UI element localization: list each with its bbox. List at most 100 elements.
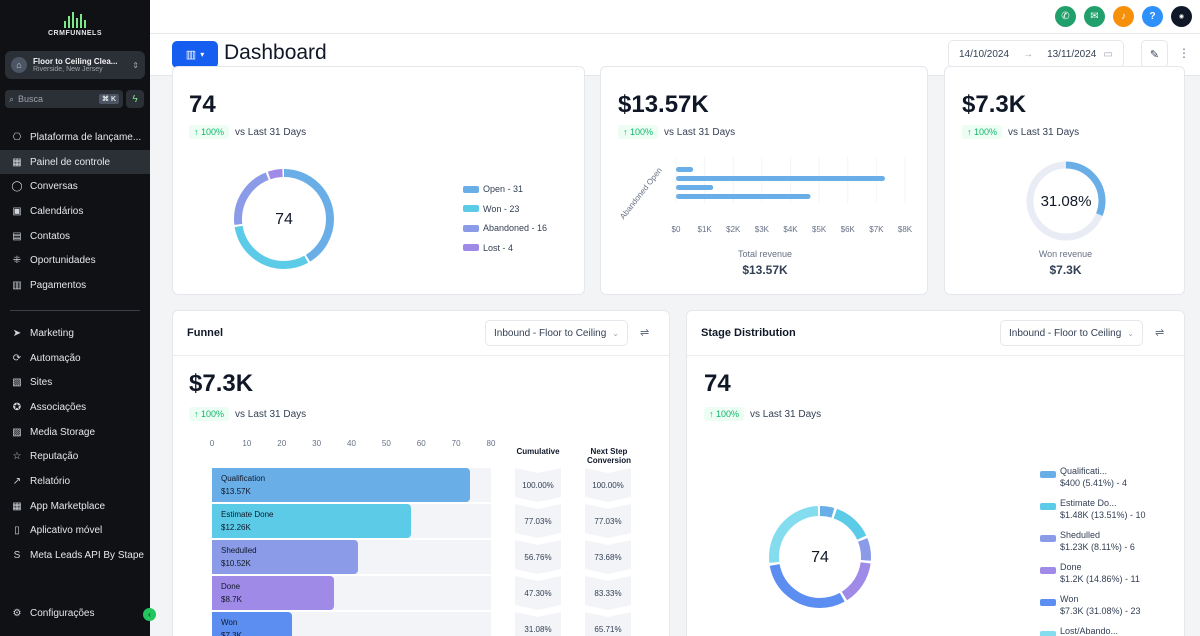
revenue-bar-chart: Abandoned Open $0 $1K $2K $3K $4K $5K $6K $7K $8… xyxy=(618,157,913,234)
donut-segment[interactable] xyxy=(234,169,334,269)
legend-item[interactable]: Estimate Do... $1.48K (13.51%) - 10 xyxy=(1040,497,1146,522)
megaphone-icon[interactable]: ✉ xyxy=(1084,6,1105,27)
legend-item[interactable]: Shedulled $1.23K (8.11%) - 6 xyxy=(1040,529,1146,554)
x-tick-label: $1K xyxy=(698,225,713,234)
pencil-icon: ✎ xyxy=(1149,48,1160,61)
sidebar-item-rocket[interactable]: ⎔ Plataforma de lançame... xyxy=(0,125,150,150)
sidebar-item-media[interactable]: ▨ Media Storage xyxy=(0,420,150,445)
legend-item[interactable]: Won - 23 xyxy=(463,204,547,214)
help-icon[interactable]: ? xyxy=(1142,6,1163,27)
revenue-bar[interactable] xyxy=(676,194,811,199)
phone-icon[interactable]: ✆ xyxy=(1055,6,1076,27)
donut-segment[interactable] xyxy=(769,506,871,608)
logo-mark xyxy=(42,12,108,28)
x-tick-label: $4K xyxy=(783,225,798,234)
funnel-bar[interactable]: Won $7.3K xyxy=(212,612,293,636)
sidebar-item-label: Meta Leads API By Stape xyxy=(30,550,144,562)
search-input[interactable]: ⌕ Busca ⌘ K xyxy=(5,90,123,108)
sidebar-item-memberships[interactable]: ✪ Associações xyxy=(0,395,150,420)
stape-icon: S xyxy=(13,550,21,562)
donut-segment[interactable] xyxy=(769,506,871,608)
donut-segment[interactable] xyxy=(234,169,334,269)
account-switcher[interactable]: ⌂ Floor to Ceiling Clea... Riverside, Ne… xyxy=(5,51,145,79)
stage-title: Stage Distribution xyxy=(701,327,796,339)
chevron-down-icon: ⌄ xyxy=(1127,328,1134,338)
more-options-icon[interactable]: ⋮ xyxy=(1178,46,1190,60)
funnel-pipeline-select[interactable]: Inbound - Floor to Ceiling ⌄ xyxy=(485,320,628,346)
won-caption-value: $7.3K xyxy=(1049,263,1082,277)
sidebar-item-contacts[interactable]: ▤ Contatos xyxy=(0,224,150,249)
legend-item[interactable]: Lost/Abando... xyxy=(1040,625,1146,636)
legend-item[interactable]: Won $7.3K (31.08%) - 23 xyxy=(1040,593,1146,618)
legend-label: Lost - 4 xyxy=(483,242,514,253)
sidebar-item-chat[interactable]: ◯ Conversas xyxy=(0,174,150,199)
sidebar-item-stape[interactable]: S Meta Leads API By Stape xyxy=(0,543,150,568)
legend-label: Lost/Abando... xyxy=(1060,626,1119,636)
sites-icon: ▧ xyxy=(12,377,22,389)
sidebar-item-star[interactable]: ☆ Reputação xyxy=(0,444,150,469)
sidebar-item-calendar[interactable]: ▣ Calendários xyxy=(0,199,150,224)
sidebar-item-send[interactable]: ➤ Marketing xyxy=(0,321,150,346)
sidebar-item-mobile[interactable]: ▯ Aplicativo móvel xyxy=(0,519,150,544)
sidebar-item-label: Painel de controle xyxy=(30,156,111,168)
gauge-arc xyxy=(1026,161,1106,241)
won-value: $7.3K xyxy=(962,91,1027,118)
avatar[interactable]: ◉ xyxy=(1171,6,1192,27)
x-tick-label: 0 xyxy=(209,439,215,448)
funnel-value: $7.3K xyxy=(189,370,254,397)
logo[interactable]: CRMFUNNELS xyxy=(42,12,108,37)
delta-badge: ↑ 100% xyxy=(189,125,230,139)
cumulative-cell: 56.76% xyxy=(515,540,561,574)
revenue-caption-value: $13.57K xyxy=(742,263,788,277)
sidebar-item-payments[interactable]: ▥ Pagamentos xyxy=(0,273,150,298)
cumulative-column-header: Cumulative xyxy=(516,447,560,456)
opportunities-delta: ↑ 100% vs Last 31 Days xyxy=(189,125,306,139)
sidebar-item-opportunities[interactable]: ⁜ Oportunidades xyxy=(0,248,150,273)
sidebar-item-dashboard[interactable]: ▦ Painel de controle xyxy=(0,149,150,175)
legend-item[interactable]: Open - 31 xyxy=(463,184,547,194)
revenue-bar[interactable] xyxy=(676,185,714,190)
select-value: Inbound - Floor to Ceiling xyxy=(494,327,607,339)
date-range-picker[interactable]: 14/10/2024 → 13/11/2024 ▭ xyxy=(948,40,1124,68)
opportunities-donut: 74 xyxy=(234,169,334,269)
legend-item[interactable]: Qualificati... $400 (5.41%) - 4 xyxy=(1040,465,1146,490)
donut-segment[interactable] xyxy=(234,169,334,269)
stage-pipeline-select[interactable]: Inbound - Floor to Ceiling ⌄ xyxy=(1000,320,1143,346)
sidebar-item-marketplace[interactable]: ▦ App Marketplace xyxy=(0,494,150,519)
quick-action-bolt-icon[interactable]: ϟ xyxy=(126,90,144,108)
sidebar-item-sites[interactable]: ▧ Sites xyxy=(0,370,150,395)
bell-icon[interactable]: ♪ xyxy=(1113,6,1134,27)
revenue-bar[interactable] xyxy=(676,176,885,181)
revenue-bar[interactable] xyxy=(676,167,694,172)
filter-icon[interactable]: ⇌ xyxy=(1155,327,1165,339)
funnel-stage-amount: $7.3K xyxy=(221,631,242,636)
legend-item[interactable]: Abandoned - 16 xyxy=(463,223,547,233)
sidebar-item-label: Automação xyxy=(30,352,81,364)
legend-detail: $1.2K (14.86%) - 11 xyxy=(1060,574,1140,584)
funnel-bar[interactable]: Estimate Done $12.26K xyxy=(212,504,411,538)
account-name: Floor to Ceiling Clea... xyxy=(33,57,118,66)
donut-segment[interactable] xyxy=(769,506,871,608)
funnel-bar[interactable]: Shedulled $10.52K xyxy=(212,540,359,574)
sidebar-item-automation[interactable]: ⟳ Automação xyxy=(0,346,150,371)
edit-dashboard-button[interactable]: ✎ xyxy=(1141,40,1168,68)
date-end: 13/11/2024 xyxy=(1047,48,1097,60)
collapse-sidebar-button[interactable]: ‹ xyxy=(143,608,156,621)
layout-switcher-button[interactable]: ▥ ▾ xyxy=(172,41,218,68)
funnel-bar[interactable]: Done $8.7K xyxy=(212,576,335,610)
legend-item[interactable]: Lost - 4 xyxy=(463,243,547,253)
x-tick-label: $5K xyxy=(812,225,827,234)
legend-item[interactable]: Done $1.2K (14.86%) - 11 xyxy=(1040,561,1146,586)
donut-segment[interactable] xyxy=(769,506,871,608)
chat-icon: ◯ xyxy=(11,181,23,193)
funnel-bar[interactable]: Qualification $13.57K xyxy=(212,468,471,502)
sidebar-item-label: Aplicativo móvel xyxy=(30,525,103,537)
sidebar-item-settings[interactable]: ⚙ Configurações xyxy=(0,601,150,625)
card-divider xyxy=(687,355,1184,356)
stage-distribution-card: Stage Distribution Inbound - Floor to Ce… xyxy=(686,310,1185,636)
opportunities-icon: ⁜ xyxy=(12,255,22,267)
filter-icon[interactable]: ⇌ xyxy=(640,327,650,339)
calendar-icon: ▣ xyxy=(12,205,22,217)
stage-legend: Qualificati... $400 (5.41%) - 4 Estimate D… xyxy=(1040,465,1146,636)
sidebar-item-trend[interactable]: ↗ Relatório xyxy=(0,469,150,494)
